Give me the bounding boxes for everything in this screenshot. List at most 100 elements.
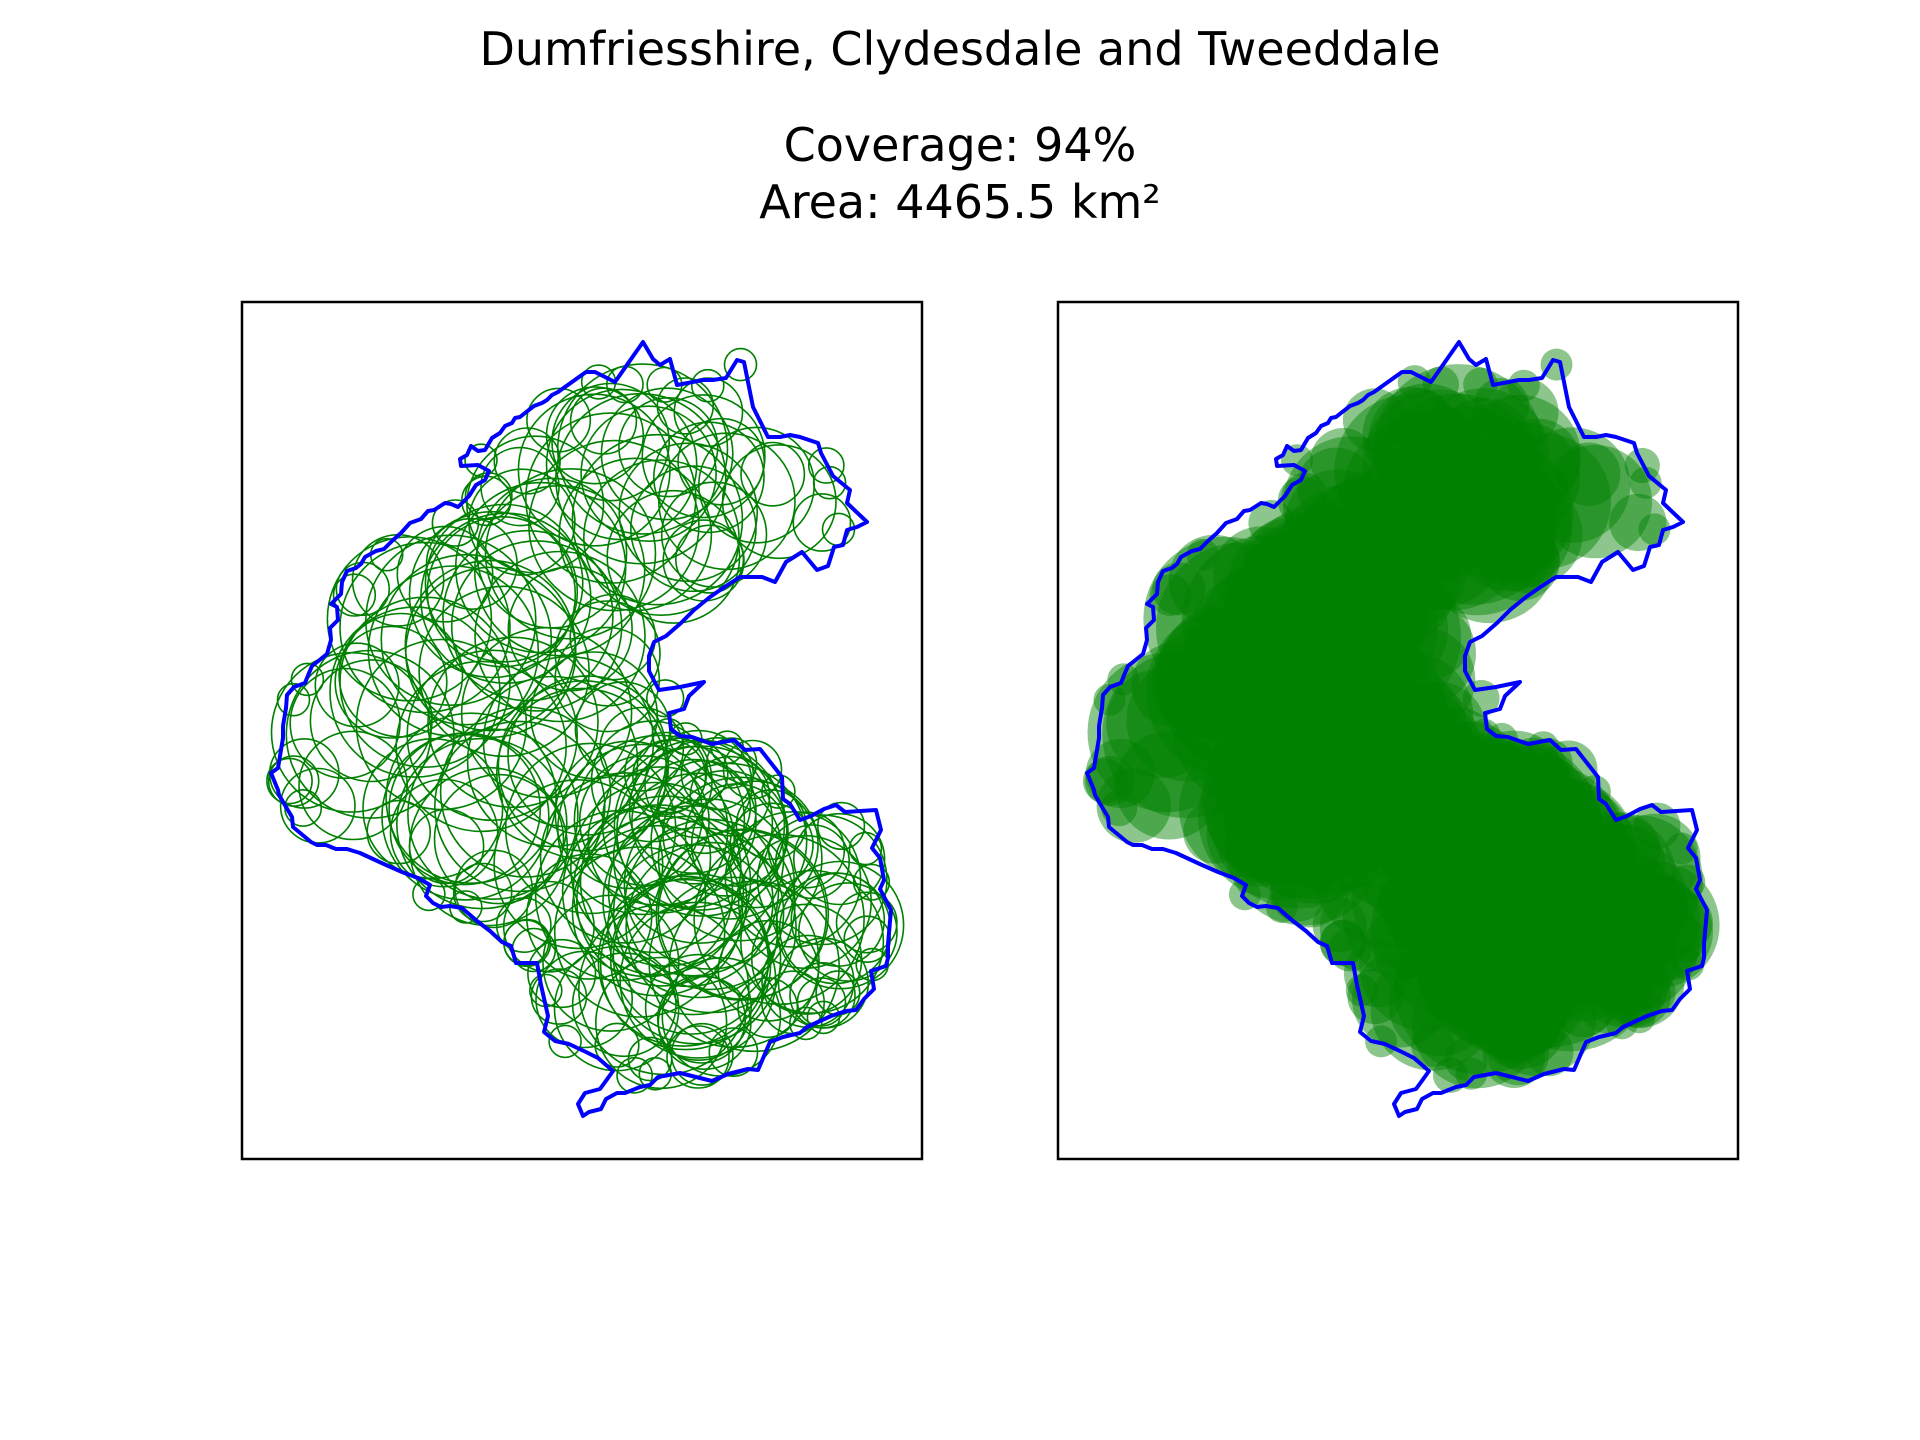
coverage-circle (276, 682, 311, 717)
coverage-circle-filled (1478, 957, 1597, 1076)
coverage-circle-filled (1478, 770, 1605, 896)
coverage-circle-filled (1477, 482, 1583, 587)
coverage-circle-filled (1447, 759, 1573, 884)
coverage-circle (644, 953, 753, 1062)
coverage-circle-filled (1375, 458, 1528, 611)
coverage-circle-filled (1395, 755, 1526, 886)
coverage-circle-filled (1435, 443, 1574, 582)
coverage-circle-filled (1584, 812, 1661, 888)
coverage-circle-filled (1356, 772, 1527, 943)
region-boundary-left (269, 340, 893, 1118)
coverage-circle-filled (1126, 659, 1248, 782)
coverage-circle (578, 755, 710, 887)
coverage-circle-filled (1269, 863, 1328, 922)
coverage-circle-filled (1472, 830, 1643, 1001)
coverage-circle-filled (1225, 767, 1384, 926)
coverage-circle (807, 447, 845, 484)
coverage-circle-filled (1554, 977, 1614, 1038)
coverage-circle-filled (1371, 393, 1542, 564)
coverage-circle-filled (1432, 746, 1603, 916)
coverage-circle-filled (1344, 440, 1515, 611)
coverage-circle (580, 405, 717, 543)
coverage-circle (339, 596, 511, 769)
coverage-circle-filled (1242, 518, 1334, 610)
coverage-circle (338, 612, 464, 738)
coverage-circle-filled (1407, 721, 1528, 842)
coverage-circle (551, 382, 670, 502)
coverage-circle (554, 740, 704, 890)
coverage-circle-filled (1297, 447, 1375, 526)
coverage-circle (504, 742, 677, 915)
coverage-circle-filled (1573, 815, 1703, 945)
coverage-circle-filled (1352, 951, 1449, 1048)
coverage-circle (418, 585, 590, 758)
coverage-circle (433, 773, 565, 905)
coverage-circle-filled (1386, 388, 1453, 454)
coverage-circle-filled (1497, 737, 1570, 810)
coverage-circle-filled (1481, 741, 1544, 805)
coverage-circle-filled (1223, 729, 1394, 900)
coverage-circle-filled (1473, 760, 1567, 854)
coverage-circle-filled (1538, 444, 1653, 559)
coverage-circle (385, 712, 557, 885)
coverage-circle (792, 812, 886, 906)
coverage-circle-filled (1378, 806, 1549, 977)
coverage-circle (452, 862, 513, 923)
coverage-circle-filled (1441, 819, 1611, 990)
coverage-circle-filled (1198, 733, 1365, 900)
coverage-circle (708, 1027, 759, 1078)
coverage-circle (628, 745, 757, 875)
coverage-circle (556, 363, 729, 535)
coverage-circle (454, 849, 534, 929)
coverage-circle-filled (1514, 427, 1631, 543)
coverage-circle (466, 435, 605, 574)
coverage-circle-filled (1436, 902, 1592, 1058)
coverage-circle-filled (1156, 542, 1326, 713)
coverage-circle (542, 894, 680, 1032)
coverage-circle-filled (1149, 574, 1192, 616)
coverage-circle-filled (1540, 348, 1573, 381)
coverage-circle-filled (1534, 920, 1635, 1021)
coverage-circle-filled (1282, 436, 1420, 573)
coverage-circle-filled (1151, 626, 1263, 738)
coverage-circle-filled (1258, 530, 1429, 701)
coverage-circle-filled (1235, 586, 1406, 757)
area-label: Area: 4465.5 km² (759, 175, 1161, 229)
coverage-circle-filled (1506, 756, 1586, 836)
coverage-circle-filled (1609, 493, 1667, 552)
coverage-circle (625, 841, 797, 1014)
coverage-circle-filled (1490, 378, 1559, 447)
coverage-circle (723, 347, 758, 382)
coverage-circle-filled (1241, 504, 1399, 662)
coverage-circle-filled (1418, 737, 1589, 908)
coverage-circle (660, 481, 768, 588)
coverage-circle-filled (1672, 948, 1705, 981)
coverage-circle-filled (1371, 627, 1476, 732)
coverage-circle-filled (1168, 534, 1260, 626)
coverage-circle-filled (1334, 394, 1486, 546)
coverage-circle-filled (1397, 406, 1533, 542)
coverage-circle (474, 550, 646, 723)
coverage-circle-filled (1474, 829, 1645, 1000)
coverage-circle-filled (1299, 656, 1470, 827)
coverage-circle-filled (1319, 881, 1411, 972)
coverage-circle-filled (1281, 444, 1313, 477)
coverage-circle-filled (1392, 815, 1563, 986)
coverage-circle-filled (1414, 876, 1585, 1047)
coverage-circle-filled (1386, 594, 1472, 680)
coverage-circle (606, 489, 741, 624)
coverage-circle-filled (1310, 428, 1377, 494)
coverage-circle-filled (1391, 681, 1486, 777)
coverage-circle-filled (1155, 613, 1279, 737)
coverage-circle-filled (1577, 971, 1641, 1034)
coverage-circle-filled (1362, 386, 1460, 484)
coverage-circle-filled (1312, 688, 1483, 859)
coverage-circle (583, 459, 740, 616)
coverage-circle (750, 903, 863, 1015)
coverage-circle (442, 529, 614, 702)
coverage-circle-filled (1422, 366, 1459, 403)
coverage-circle-filled (1277, 627, 1448, 798)
coverage-circle (355, 638, 528, 811)
coverage-circle-filled (1442, 842, 1613, 1013)
coverage-circle-filled (1426, 873, 1597, 1044)
